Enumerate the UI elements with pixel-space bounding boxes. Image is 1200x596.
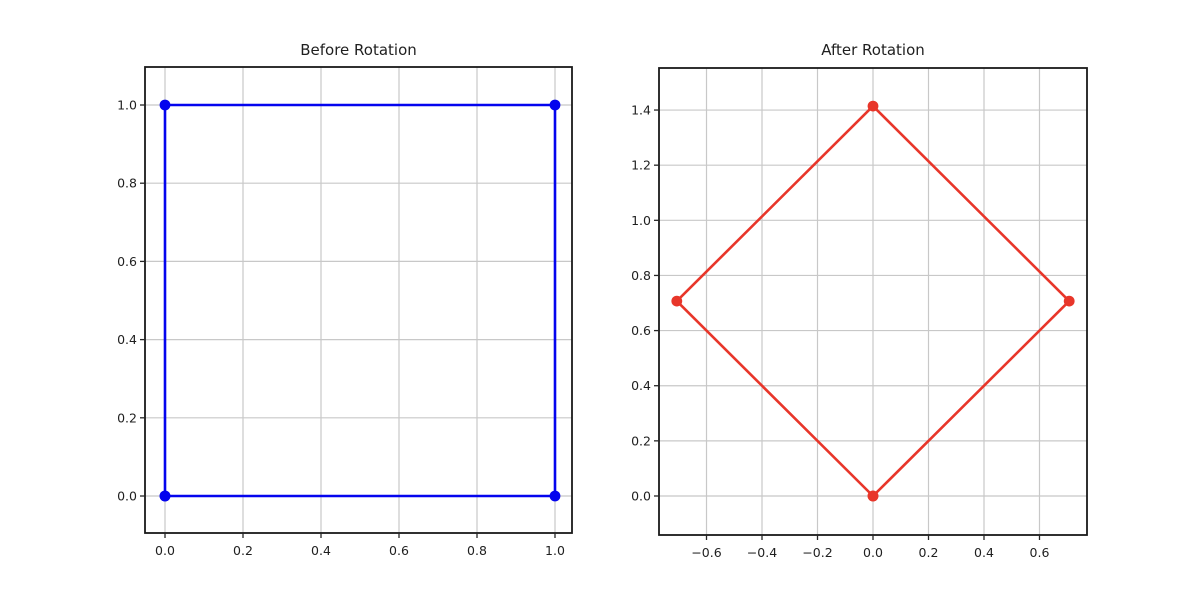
- vertex-marker: [671, 295, 683, 307]
- vertex-marker: [1063, 295, 1075, 307]
- plot-title-before: Before Rotation: [300, 41, 417, 59]
- y-tick-label: 1.2: [631, 158, 651, 173]
- plot-border: [144, 66, 573, 534]
- x-tick-label: −0.6: [691, 545, 721, 560]
- y-tick-label: 0.4: [631, 378, 651, 393]
- plot-background: [145, 67, 572, 533]
- x-tick-label: 0.4: [311, 543, 331, 558]
- vertex-marker: [159, 490, 171, 502]
- plot-layers-after: −0.6 −0.4 −0.2 0.0 0.2 0.4 0.6 0.0 0.2 0.4 0.6 0.8 1…: [631, 67, 1088, 560]
- y-tick-label: 0.6: [117, 254, 137, 269]
- x-tick-label: 0.4: [974, 545, 994, 560]
- y-tick-label: 0.8: [631, 268, 651, 283]
- y-tick-label: 1.0: [631, 213, 651, 228]
- x-tick-label: −0.4: [747, 545, 777, 560]
- y-tick-label: 0.2: [117, 410, 137, 425]
- plot-title-after: After Rotation: [821, 41, 925, 59]
- y-tick-label: 0.2: [631, 433, 651, 448]
- plot-layers-before: 0.0 0.2 0.4 0.6 0.8 1.0 0.0 0.2 0.4 0.6 0.8 1.0: [117, 66, 573, 558]
- x-tick-label: −0.2: [802, 545, 832, 560]
- plot-before-rotation: 0.0 0.2 0.4 0.6 0.8 1.0 0.0 0.2 0.4 0.6 0.8 1.0 Bef…: [117, 41, 573, 558]
- y-tick-label: 0.6: [631, 323, 651, 338]
- x-tick-label: 0.6: [389, 543, 409, 558]
- y-tick-label: 0.0: [117, 489, 137, 504]
- y-tick-label: 0.4: [117, 332, 137, 347]
- x-tick-label: 1.0: [545, 543, 565, 558]
- x-tick-label: 0.0: [863, 545, 883, 560]
- vertex-marker: [549, 490, 561, 502]
- x-tick-label: 0.6: [1030, 545, 1050, 560]
- vertex-marker: [867, 490, 879, 502]
- x-tick-label: 0.2: [233, 543, 253, 558]
- x-tick-label: 0.2: [919, 545, 939, 560]
- plot-after-rotation: −0.6 −0.4 −0.2 0.0 0.2 0.4 0.6 0.0 0.2 0.4 0.6 0.8 1…: [631, 41, 1088, 560]
- vertex-marker: [867, 100, 879, 112]
- y-tick-label: 0.0: [631, 489, 651, 504]
- y-tick-label: 1.0: [117, 98, 137, 113]
- x-tick-label: 0.0: [155, 543, 175, 558]
- y-tick-label: 0.8: [117, 176, 137, 191]
- vertex-marker: [159, 99, 171, 111]
- vertex-marker: [549, 99, 561, 111]
- x-tick-label: 0.8: [467, 543, 487, 558]
- y-tick-label: 1.4: [631, 103, 651, 118]
